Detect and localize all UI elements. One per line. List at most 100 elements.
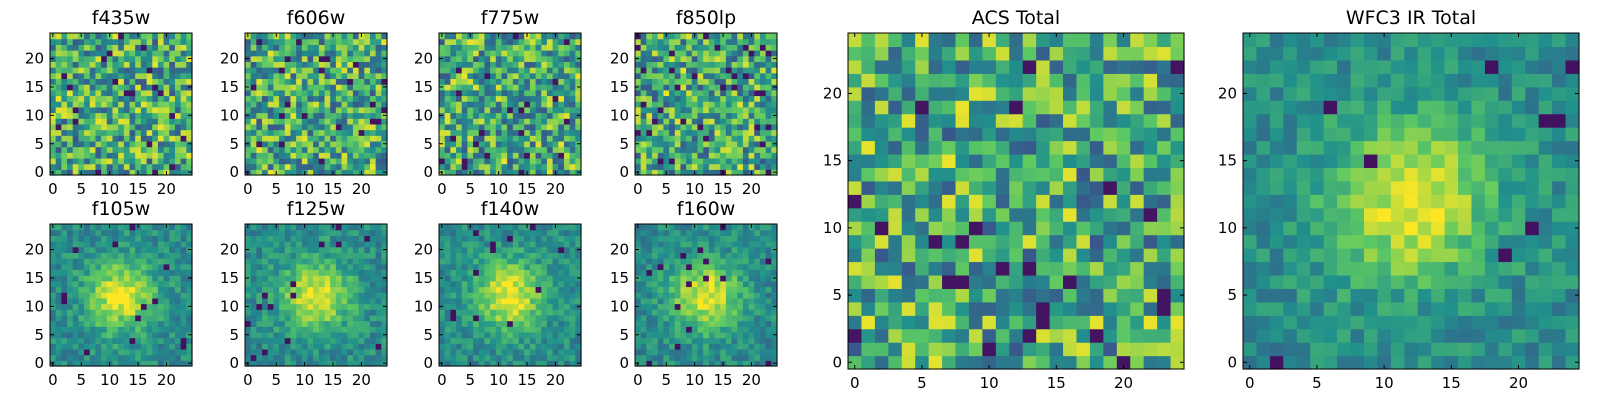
- heatmap-cell: [50, 235, 57, 242]
- heatmap-cell: [663, 152, 670, 159]
- heatmap-cell: [301, 50, 309, 57]
- heatmap-cell: [512, 106, 520, 114]
- heatmap-cell: [731, 38, 738, 45]
- heatmap-cell: [67, 269, 74, 276]
- heatmap-cell: [129, 246, 136, 253]
- heatmap-cell: [444, 112, 451, 119]
- heatmap-cell: [341, 258, 348, 265]
- heatmap-cell: [101, 235, 108, 242]
- heatmap-cell: [652, 55, 659, 62]
- heatmap-cell: [140, 55, 148, 62]
- heatmap-cell: [284, 337, 292, 344]
- heatmap-cell: [118, 303, 125, 310]
- heatmap-cell: [646, 38, 653, 45]
- heatmap-cell: [444, 129, 451, 136]
- heatmap-cell: [61, 337, 68, 344]
- heatmap-cell: [364, 78, 371, 85]
- heatmap-cell: [535, 169, 542, 176]
- heatmap-cell: [180, 343, 187, 350]
- heatmap-cell: [318, 235, 326, 242]
- heatmap-cell: [657, 314, 664, 322]
- heatmap-cell: [686, 118, 693, 125]
- heatmap-cell: [507, 50, 514, 57]
- heatmap-cell: [563, 309, 571, 316]
- heatmap-cell: [646, 44, 653, 51]
- heatmap-cell: [501, 314, 508, 322]
- heatmap-cell: [250, 224, 257, 231]
- heatmap-cell: [652, 78, 659, 85]
- heatmap-cell: [535, 303, 542, 310]
- heatmap-cell: [461, 72, 468, 80]
- heatmap-cell: [759, 169, 767, 176]
- heatmap-cell: [307, 146, 314, 153]
- heatmap-cell: [313, 146, 320, 153]
- heatmap-cell: [364, 84, 371, 91]
- heatmap-cell: [330, 135, 337, 142]
- heatmap-cell: [186, 343, 193, 350]
- heatmap-cell: [106, 140, 114, 148]
- heatmap-cell: [163, 78, 170, 85]
- heatmap-cell: [273, 326, 280, 333]
- heatmap-cell: [279, 326, 286, 333]
- heatmap-cell: [318, 129, 326, 136]
- heatmap-cell: [95, 229, 102, 236]
- heatmap-cell: [691, 61, 699, 68]
- heatmap-cell: [450, 229, 457, 236]
- heatmap-cell: [478, 280, 486, 288]
- heatmap-cell: [256, 314, 263, 322]
- heatmap-cell: [129, 224, 136, 231]
- heatmap-cell: [546, 343, 554, 350]
- heatmap-cell: [95, 348, 102, 356]
- heatmap-cell: [61, 314, 68, 322]
- heatmap-cell: [444, 50, 451, 57]
- heatmap-cell: [563, 89, 571, 97]
- heatmap-cell: [518, 106, 525, 114]
- heatmap-cell: [84, 129, 91, 136]
- heatmap-cell: [89, 314, 97, 322]
- x-tick-label: 15: [128, 371, 147, 389]
- heatmap-cell: [563, 38, 571, 45]
- heatmap-cell: [765, 140, 772, 148]
- heatmap-cell: [358, 106, 365, 114]
- heatmap-cell: [742, 314, 750, 322]
- heatmap-cell: [512, 275, 520, 282]
- heatmap-cell: [680, 343, 687, 350]
- heatmap-cell: [84, 61, 91, 68]
- heatmap-cell: [72, 95, 79, 102]
- heatmap-cell: [524, 286, 531, 293]
- heatmap-cell: [737, 331, 744, 339]
- heatmap-cell: [106, 331, 114, 339]
- heatmap-cell: [375, 157, 382, 165]
- heatmap-cell: [296, 224, 303, 231]
- heatmap-cell: [495, 280, 503, 288]
- heatmap-cell: [250, 263, 257, 271]
- heatmap-cell: [123, 84, 131, 91]
- heatmap-cell: [708, 303, 716, 310]
- heatmap-cell: [652, 303, 659, 310]
- heatmap-cell: [129, 169, 136, 176]
- heatmap-cell: [318, 123, 326, 131]
- heatmap-cell: [84, 140, 91, 148]
- heatmap-cell: [381, 38, 388, 45]
- heatmap-cell: [152, 360, 159, 367]
- heatmap-cell: [535, 146, 542, 153]
- heatmap-cell: [529, 229, 537, 236]
- heatmap-cell: [742, 95, 750, 102]
- heatmap-cell: [381, 78, 388, 85]
- heatmap-cell: [180, 229, 187, 236]
- heatmap-cell: [652, 286, 659, 293]
- heatmap-cell: [146, 140, 153, 148]
- heatmap-cell: [55, 354, 62, 361]
- heatmap-cell: [112, 152, 119, 159]
- heatmap-cell: [262, 343, 269, 350]
- heatmap-cell: [512, 258, 520, 265]
- heatmap-cell: [535, 140, 542, 148]
- heatmap-cell: [381, 157, 388, 165]
- heatmap-cell: [558, 89, 565, 97]
- heatmap-cell: [89, 61, 97, 68]
- heatmap-cell: [742, 89, 750, 97]
- heatmap-cell: [558, 140, 565, 148]
- heatmap-cell: [152, 320, 159, 327]
- heatmap-cell: [89, 106, 97, 114]
